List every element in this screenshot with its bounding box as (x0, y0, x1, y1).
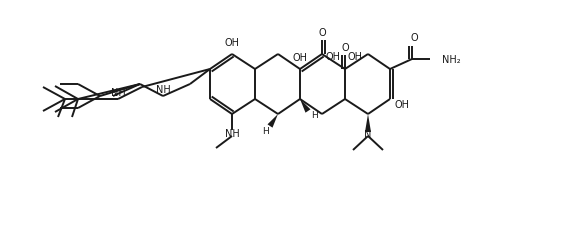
Text: OH: OH (394, 99, 409, 110)
Text: O: O (410, 33, 418, 43)
Text: NH: NH (225, 128, 239, 138)
Text: NH: NH (111, 88, 126, 98)
Text: NH₂: NH₂ (442, 55, 461, 65)
Text: H: H (310, 111, 317, 120)
Text: O: O (318, 28, 326, 38)
Text: OH: OH (292, 53, 307, 63)
Text: O: O (341, 43, 349, 53)
Text: OH: OH (225, 38, 240, 48)
Text: NH: NH (156, 85, 170, 94)
Text: OH: OH (347, 52, 362, 62)
Text: H: H (262, 126, 269, 135)
Polygon shape (300, 99, 310, 113)
Text: N: N (364, 129, 372, 139)
Polygon shape (365, 115, 371, 132)
Polygon shape (267, 115, 278, 128)
Text: OH: OH (325, 52, 340, 62)
